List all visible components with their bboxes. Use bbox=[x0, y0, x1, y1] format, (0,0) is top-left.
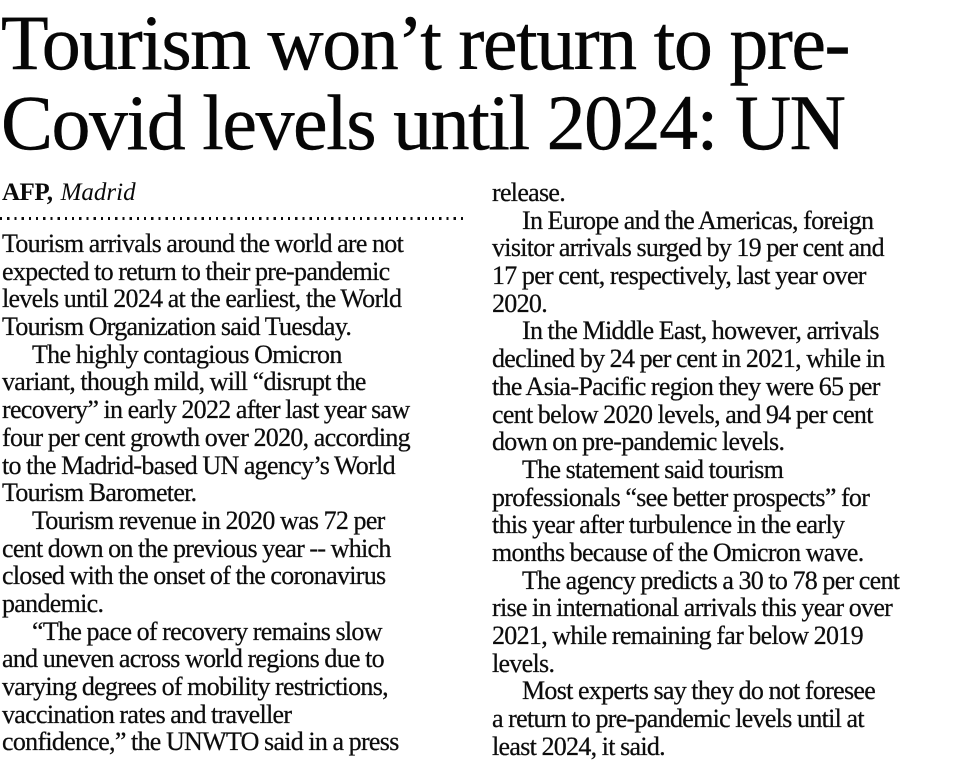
body-line: pandemic. bbox=[2, 588, 104, 618]
paragraph: Tourism arrivals around the world are no… bbox=[2, 230, 470, 341]
body-line: 17 per cent, respectively, last year ove… bbox=[492, 261, 867, 291]
body-line: down on pre-pandemic levels. bbox=[492, 427, 785, 457]
body-line: Tourism Organization said Tuesday. bbox=[2, 312, 352, 342]
body-line: to the Madrid-based UN agency’s World bbox=[2, 450, 396, 480]
paragraph: The agency predicts a 30 to 78 per cent r… bbox=[492, 565, 957, 678]
paragraph: In the Middle East, however, arrivals dec… bbox=[492, 317, 957, 455]
body-line: four per cent growth over 2020, accordin… bbox=[2, 422, 411, 452]
body-line: declined by 24 per cent in 2021, while i… bbox=[492, 344, 886, 374]
paragraph: The highly contagious Omicron variant, th… bbox=[2, 339, 470, 508]
headline-line-2: Covid levels until 2024: UN bbox=[1, 79, 846, 166]
body-column-left: Tourism arrivals around the world are no… bbox=[2, 230, 470, 756]
paragraph: Most experts say they do not foresee a re… bbox=[492, 677, 957, 760]
byline-dotted-rule bbox=[0, 217, 468, 220]
body-line: closed with the onset of the coronavirus bbox=[2, 561, 386, 591]
body-line: confidence,” the UNWTO said in a press bbox=[2, 727, 400, 757]
body-line: this year after turbulence in the early bbox=[492, 510, 845, 540]
body-line: The statement said tourism bbox=[522, 454, 784, 484]
paragraph: “The pace of recovery remains slow and un… bbox=[2, 616, 470, 757]
body-line: recovery” in early 2022 after last year … bbox=[2, 395, 410, 425]
body-line: release. bbox=[492, 178, 566, 207]
body-line: least 2024, it said. bbox=[492, 731, 666, 761]
body-line: vaccination rates and traveller bbox=[2, 699, 292, 729]
body-line: months because of the Omicron wave. bbox=[492, 537, 864, 567]
paragraph: Tourism revenue in 2020 was 72 per cent d… bbox=[2, 507, 470, 618]
byline-location: Madrid bbox=[60, 179, 136, 206]
headline-line-1: Tourism won’t return to pre- bbox=[1, 0, 851, 86]
paragraph: release. bbox=[492, 179, 957, 207]
body-line: 2021, while remaining far below 2019 bbox=[492, 621, 864, 650]
byline: AFP, Madrid bbox=[2, 179, 136, 206]
body-line: 2020. bbox=[492, 288, 548, 318]
body-column-right: release. In Europe and the Americas, fore… bbox=[492, 179, 957, 760]
body-line: The highly contagious Omicron bbox=[32, 339, 343, 369]
headline: Tourism won’t return to pre- Covid level… bbox=[1, 0, 851, 166]
body-line: the Asia-Pacific region they were 65 per bbox=[492, 371, 881, 401]
byline-agency: AFP, bbox=[2, 179, 53, 206]
body-line: Tourism Barometer. bbox=[2, 478, 197, 508]
body-line: expected to return to their pre-pandemic bbox=[2, 256, 390, 286]
body-line: Tourism arrivals around the world are no… bbox=[2, 229, 404, 258]
body-line: In Europe and the Americas, foreign bbox=[522, 205, 874, 235]
body-line: and uneven across world regions due to bbox=[2, 644, 385, 674]
body-line: rise in international arrivals this year… bbox=[492, 593, 893, 623]
body-line: “The pace of recovery remains slow bbox=[32, 616, 383, 646]
body-line: cent below 2020 levels, and 94 per cent bbox=[492, 399, 874, 429]
body-line: variant, though mild, will “disrupt the bbox=[2, 367, 367, 397]
body-line: a return to pre-pandemic levels until at bbox=[492, 704, 865, 734]
body-line: cent down on the previous year -- which bbox=[2, 533, 392, 563]
body-line: levels. bbox=[492, 648, 555, 678]
paragraph: In Europe and the Americas, foreign visit… bbox=[492, 205, 957, 318]
body-line: Most experts say they do not foresee bbox=[522, 676, 876, 706]
paragraph: The statement said tourism professionals … bbox=[492, 456, 957, 567]
body-line: visitor arrivals surged by 19 per cent a… bbox=[492, 233, 885, 263]
body-line: varying degrees of mobility restrictions… bbox=[2, 672, 389, 701]
body-line: The agency predicts a 30 to 78 per cent bbox=[522, 565, 900, 595]
body-line: In the Middle East, however, arrivals bbox=[522, 316, 880, 346]
body-line: professionals “see better prospects” for bbox=[492, 482, 870, 512]
body-line: Tourism revenue in 2020 was 72 per bbox=[32, 505, 386, 535]
body-line: levels until 2024 at the earliest, the W… bbox=[2, 284, 402, 314]
